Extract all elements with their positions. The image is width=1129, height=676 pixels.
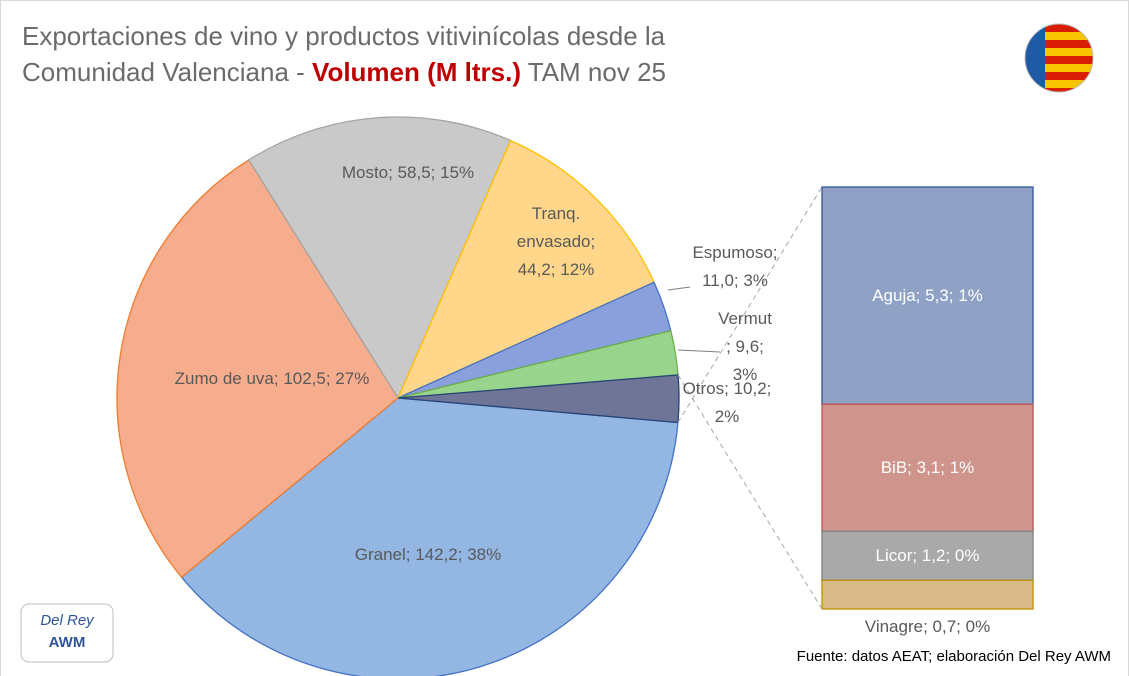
data-label: Zumo de uva; 102,5; 27% (174, 369, 370, 388)
data-label: Tranq. envasado; 44,2; 12% (516, 204, 596, 279)
title-highlight: Volumen (M ltrs.) (312, 57, 521, 87)
leader-line (677, 349, 721, 353)
data-label: Espumoso; 11,0; 3% (692, 243, 778, 290)
data-label: Granel; 142,2; 38% (354, 545, 502, 564)
leader-line (667, 286, 691, 291)
logo-text: AWM (48, 634, 86, 651)
connector (677, 186, 823, 423)
logo-box (20, 603, 114, 663)
data-label: Licor; 1,2; 0% (875, 545, 980, 565)
data-label: Vinagre; 0,7; 0% (864, 617, 991, 636)
pie-slice (247, 116, 512, 400)
connector (677, 374, 823, 610)
logo-text: Del Rey (40, 612, 94, 629)
logo: Del Rey AWM (21, 610, 113, 654)
data-label: BiB; 3,1; 1% (880, 457, 975, 477)
region-flag (1024, 23, 1094, 93)
pie-slice (180, 397, 679, 676)
bar-segment (821, 186, 1034, 405)
data-label: Vermut ; 9,6; 3% (718, 309, 772, 384)
chart-title: Exportaciones de vino y productos vitivi… (22, 18, 666, 90)
bar-segment (821, 403, 1034, 532)
source: Fuente: datos AEAT; elaboración Del Rey … (796, 648, 1111, 665)
pie-slice (116, 158, 399, 579)
bar-segment (821, 579, 1034, 610)
title-part: Comunidad Valenciana - (22, 57, 313, 87)
title-line: Exportaciones de vino y productos vitivi… (22, 21, 666, 51)
data-label: Otros; 10,2; 2% (682, 379, 772, 426)
data-label: Aguja; 5,3; 1% (872, 285, 983, 305)
data-label: Mosto; 58,5; 15% (341, 163, 475, 182)
pie-slice (396, 139, 655, 400)
title-part: TAM nov 25 (521, 57, 666, 87)
